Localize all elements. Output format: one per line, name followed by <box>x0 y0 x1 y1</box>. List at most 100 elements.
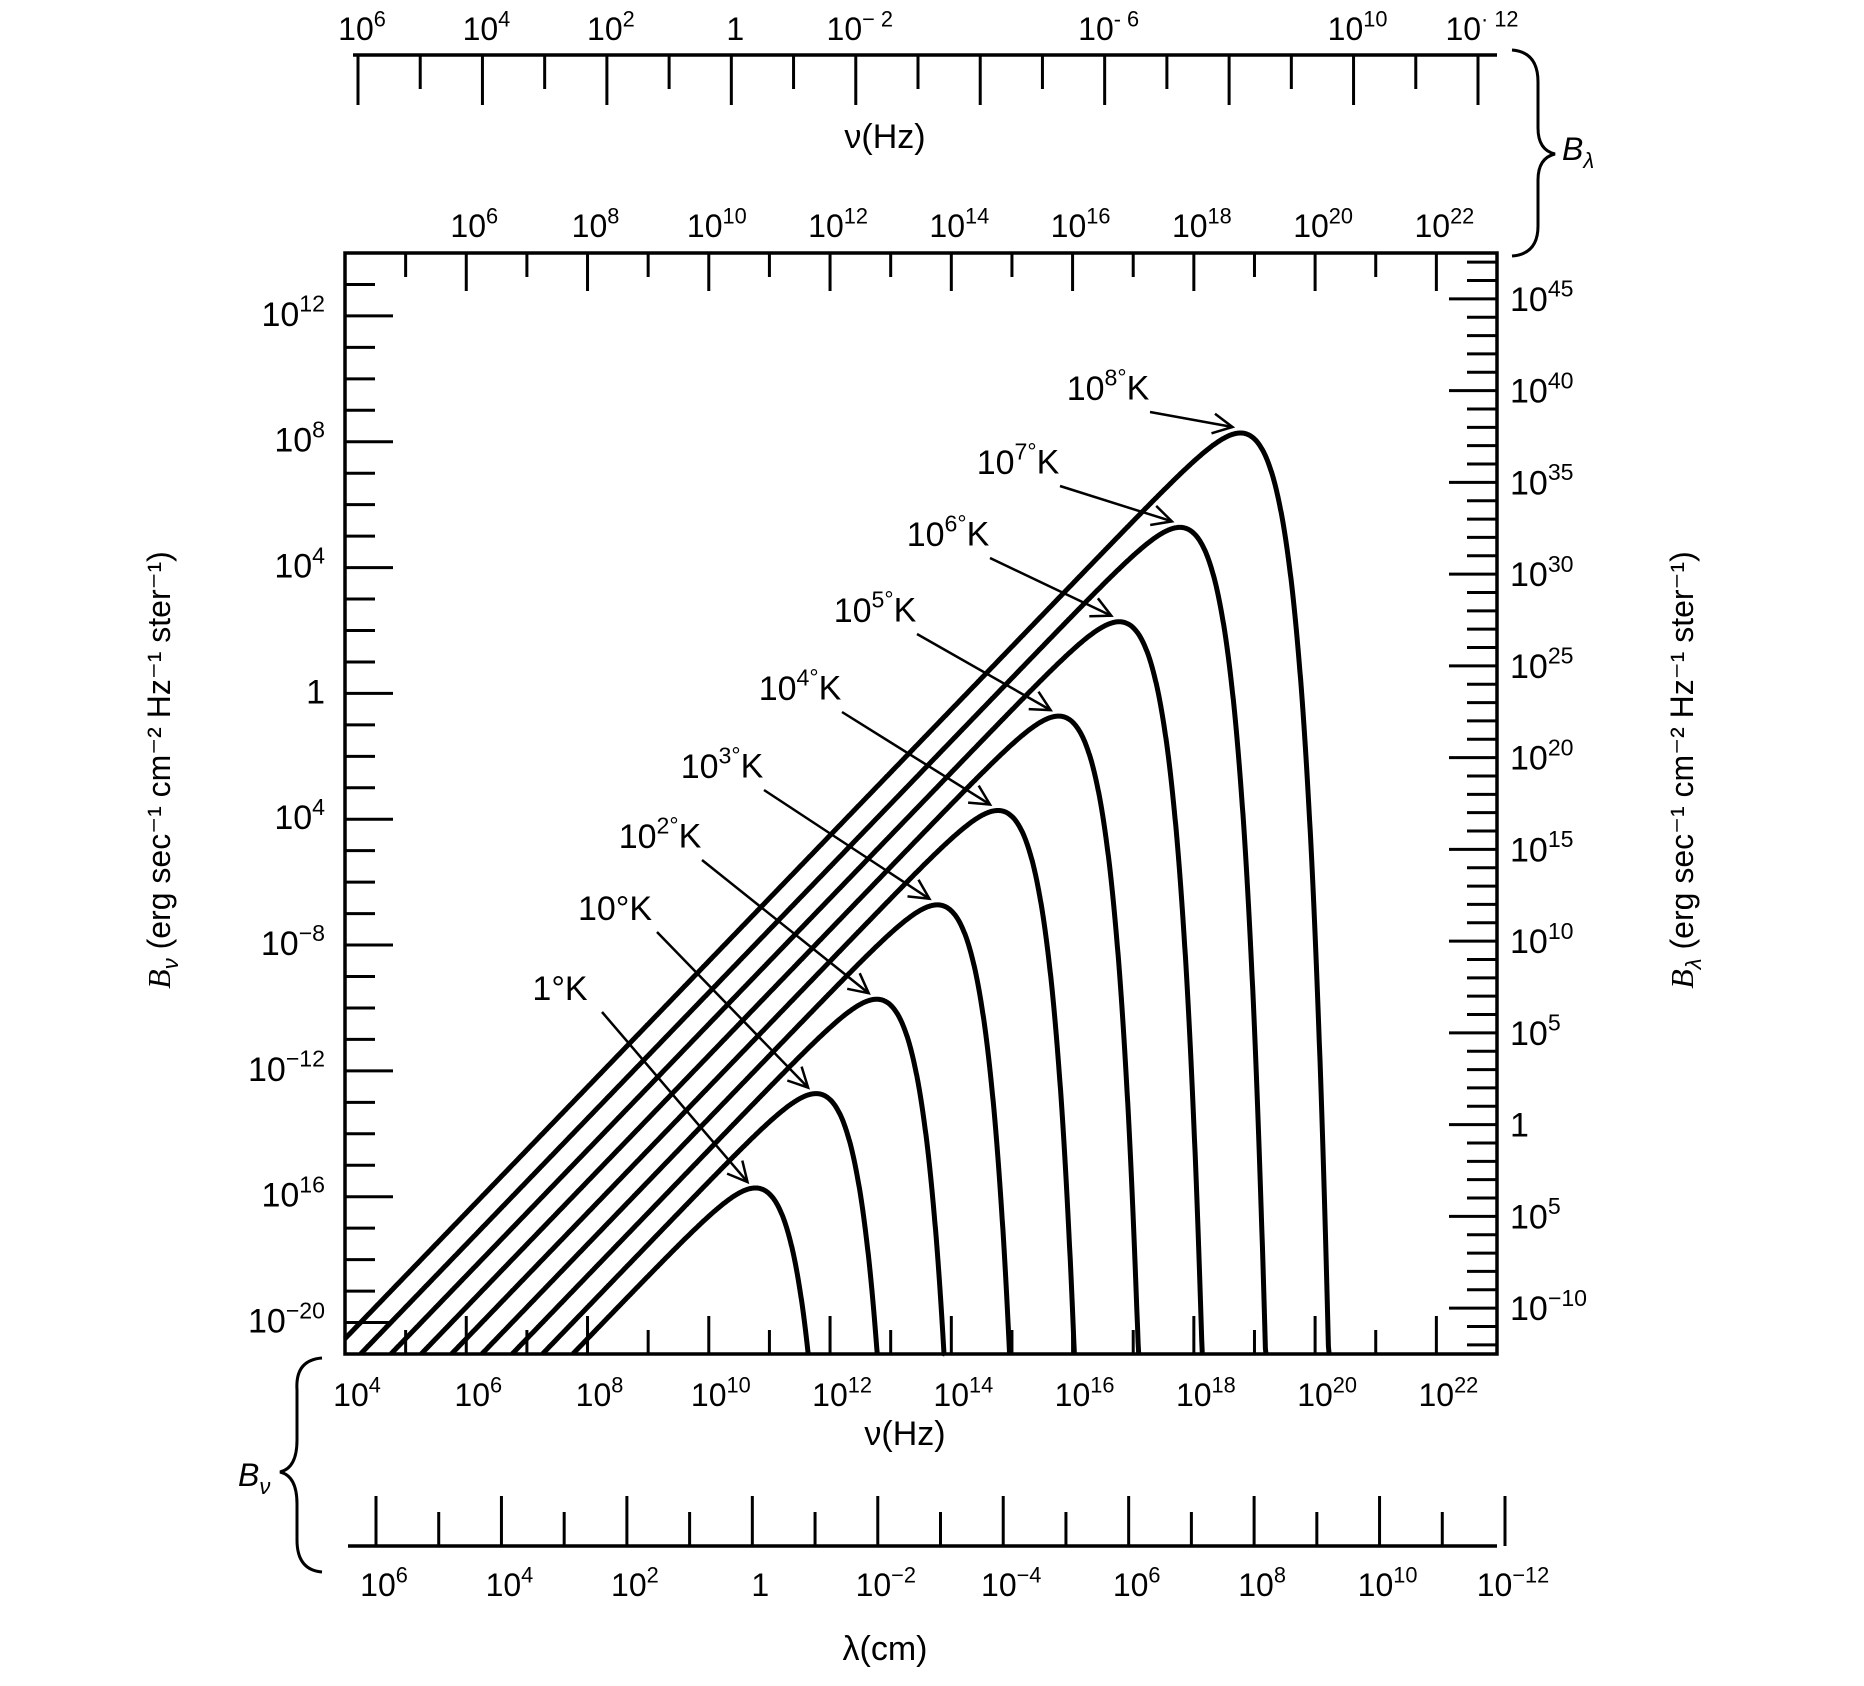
planck-curve <box>510 996 947 1357</box>
wavelength-top-tick-label: 10- 6 <box>1078 7 1139 47</box>
series-label-arrowhead <box>1211 412 1236 435</box>
y-left-tick-label: 10−20 <box>248 1297 325 1340</box>
curve-label-arrows <box>601 410 1236 1185</box>
y-right-tick-label: 1045 <box>1510 276 1574 319</box>
y-right-tick-label: 105 <box>1510 1193 1561 1236</box>
wavelength-top-tick-label: 104 <box>463 7 511 47</box>
series-label-arrowhead <box>1089 597 1114 618</box>
plot-border <box>343 251 1499 1356</box>
y-right-tick-label: 1035 <box>1510 459 1574 502</box>
series-label-arrowhead <box>1149 505 1175 527</box>
y-left-tick-label: 10−8 <box>261 920 325 963</box>
wavelength-bottom-tick-label: 104 <box>486 1563 534 1603</box>
series-label: 103°K <box>681 743 764 786</box>
x-top-tick-label: 1010 <box>687 204 747 244</box>
series-label: 10°K <box>578 890 652 928</box>
wavelength-bottom-tick-label: 1010 <box>1358 1563 1418 1603</box>
series-label-arrowhead <box>907 879 932 901</box>
x-top-axis-title: ν(Hz) <box>844 118 925 156</box>
x-bottom-tick-label: 1012 <box>812 1373 872 1413</box>
y-right-axis-title: Bλ (erg sec⁻¹ cm⁻² Hz⁻¹ ster⁻¹) <box>1664 551 1706 988</box>
planck-curve <box>449 808 1077 1356</box>
series-label: 105°K <box>834 587 917 630</box>
planck-curve <box>389 619 1205 1356</box>
y-right-tick-label: 1020 <box>1510 734 1574 777</box>
x-top-tick-label: 108 <box>572 204 620 244</box>
y-left-tick-label: 104 <box>274 794 325 837</box>
wavelength-bottom-tick-label: 10−4 <box>981 1563 1041 1603</box>
wavelength-bottom-tick-label: 102 <box>611 1563 659 1603</box>
x-bottom-tick-label: 1018 <box>1176 1373 1236 1413</box>
y-left-tick-label: 104 <box>274 542 325 585</box>
wavelength-top-tick-label: 102 <box>587 7 635 47</box>
axis-tick-labels: 104 106 108 1010 1012 1014 1016 1018 1020 1022 106… <box>248 7 1587 1603</box>
x-top-tick-label: 1016 <box>1051 204 1111 244</box>
series-label-arrow <box>1149 410 1233 429</box>
x-bottom-tick-label: 1016 <box>1055 1373 1115 1413</box>
series-label: 108°K <box>1067 365 1150 408</box>
y-right-tick-label: 10−10 <box>1510 1285 1587 1328</box>
wavelength-top-tick-label: 1 <box>726 11 744 47</box>
series-labels: 1°K 10°K 102°K 103°K 104°K 105°K 106°K 107°K108… <box>532 365 1149 1008</box>
wavelength-bottom-tick-label: 108 <box>1238 1563 1286 1603</box>
series-label-arrowhead <box>967 784 993 806</box>
x-top-tick-label: 1012 <box>808 204 868 244</box>
y-right-tick-label: 105 <box>1510 1010 1561 1053</box>
series-label: 1°K <box>532 970 588 1008</box>
x-top-tick-label: 1022 <box>1414 204 1474 244</box>
x-top-tick-label: 1018 <box>1172 204 1232 244</box>
series-label: 107°K <box>977 439 1060 482</box>
series-label-arrow <box>601 1011 749 1183</box>
x-bottom-tick-label: 1022 <box>1418 1373 1478 1413</box>
wavelength-bottom-tick-label: 10−12 <box>1477 1563 1550 1603</box>
wavelength-top-tick-label: 1010 <box>1328 7 1388 47</box>
series-label-arrow <box>763 788 931 900</box>
wavelength-bottom-tick-label: 106 <box>360 1563 408 1603</box>
y-right-tick-label: 1030 <box>1510 551 1574 594</box>
planck-curve <box>419 713 1142 1356</box>
series-label-arrowhead <box>846 972 871 995</box>
wavelength-bottom-tick-label: 106 <box>1113 1563 1161 1603</box>
planck-curves <box>343 430 1332 1357</box>
wavelength-top-tick-label: 10− 2 <box>827 7 893 47</box>
wavelength-bottom-tick-label: 10−2 <box>856 1563 916 1603</box>
y-right-tick-label: 1025 <box>1510 643 1574 686</box>
wavelength-bottom-tick-label: 1 <box>751 1567 769 1603</box>
x-bottom-tick-label: 1010 <box>691 1373 751 1413</box>
planck-curve <box>540 1091 880 1356</box>
series-label: 106°K <box>907 511 990 554</box>
y-right-tick-label: 1015 <box>1510 826 1574 869</box>
series-label: 102°K <box>619 813 702 856</box>
x-top-tick-label: 1020 <box>1293 204 1353 244</box>
planck-curve <box>343 430 1332 1355</box>
series-label: 104°K <box>759 665 842 708</box>
series-label-arrowhead <box>1028 691 1053 712</box>
x-bottom-tick-label: 104 <box>333 1373 381 1413</box>
y-right-tick-label: 1010 <box>1510 918 1574 961</box>
x-top-tick-label: 106 <box>450 204 498 244</box>
wavelength-top-tick-label: 106 <box>338 7 386 47</box>
series-label-arrow <box>989 556 1112 617</box>
series-label-arrow <box>701 859 870 995</box>
x-bottom-tick-label: 1014 <box>933 1373 993 1413</box>
y-left-tick-label: 10−12 <box>248 1046 325 1089</box>
axis-ticks <box>343 55 1507 1546</box>
x-top-tick-label: 1014 <box>929 204 989 244</box>
x-bottom-axis-title: ν(Hz) <box>864 1415 945 1453</box>
brace-top <box>1511 48 1556 258</box>
planck-curve <box>358 524 1269 1356</box>
wavelength-top-tick-label: 10· 12 <box>1445 7 1518 47</box>
series-label-arrow <box>841 710 991 806</box>
wavelength-axis-title: λ(cm) <box>843 1630 928 1668</box>
series-label-arrowhead <box>786 1066 811 1090</box>
series-label-arrow <box>916 632 1052 712</box>
planck-curve <box>571 1185 811 1356</box>
series-label-arrow <box>1059 484 1173 523</box>
y-right-tick-label: 1 <box>1510 1107 1529 1145</box>
axis-titles: ν(Hz) ν(Hz) λ(cm) Bν (erg sec⁻¹ cm⁻² Hz⁻¹ s… <box>141 118 1706 1668</box>
x-bottom-tick-label: 106 <box>454 1373 502 1413</box>
x-bottom-tick-label: 108 <box>576 1373 624 1413</box>
y-right-tick-label: 1040 <box>1510 367 1574 410</box>
